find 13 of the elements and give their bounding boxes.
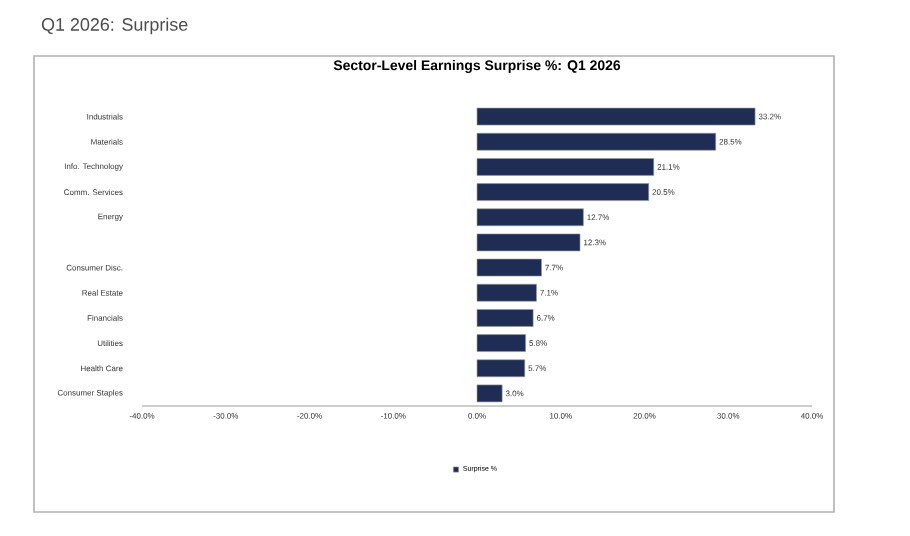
bar: [476, 183, 650, 201]
bar: [476, 334, 526, 352]
bar: [476, 158, 655, 176]
bar: [476, 132, 717, 151]
bar: [476, 283, 537, 302]
bar: [476, 384, 503, 403]
chart-title: Q1 2026: Surprise: [41, 17, 188, 35]
bar: [476, 359, 526, 378]
bar: [476, 258, 542, 277]
bar: [476, 233, 581, 252]
bar: [476, 309, 534, 327]
bar: [476, 107, 756, 126]
bar: [476, 208, 584, 227]
